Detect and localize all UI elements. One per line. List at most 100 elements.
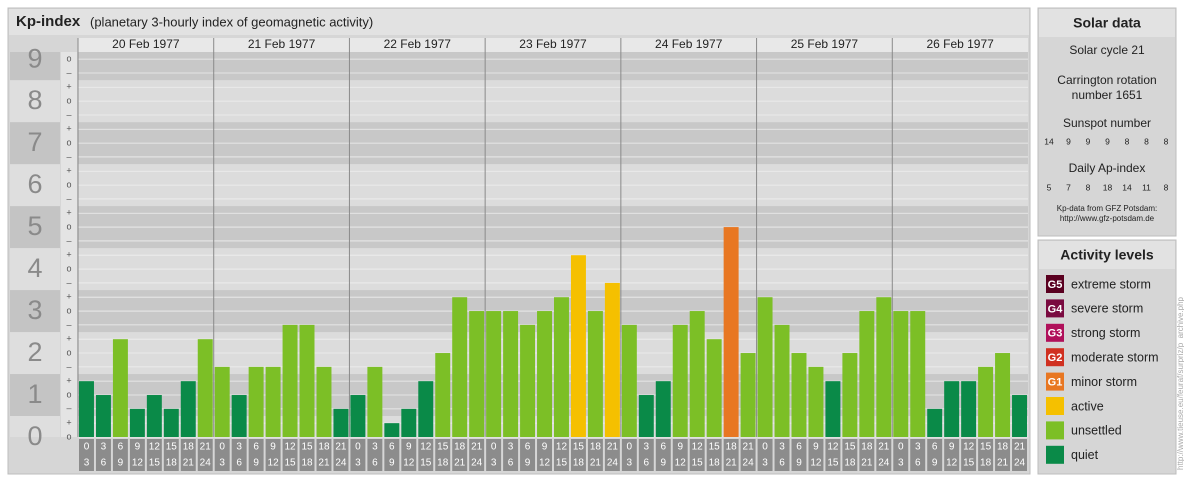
hour-box <box>961 439 977 471</box>
hour-label: 9 <box>406 442 412 453</box>
y-tick-label: 9 <box>27 43 42 73</box>
y-tick-label: 1 <box>27 379 42 409</box>
bar <box>350 395 366 437</box>
bar <box>520 324 536 437</box>
hour-box <box>554 439 569 471</box>
bar <box>774 324 790 437</box>
hour-box <box>1012 439 1027 471</box>
hour-label: 24 <box>335 458 347 469</box>
y-tick-label: 2 <box>27 337 42 367</box>
day-header <box>485 38 621 52</box>
bar <box>554 297 569 437</box>
bar <box>825 381 841 437</box>
bar <box>401 408 417 437</box>
bar <box>808 366 824 437</box>
hour-label: 3 <box>236 442 242 453</box>
kp-band <box>78 52 1028 81</box>
bar <box>995 353 1011 437</box>
bar <box>791 353 807 437</box>
hour-label: 6 <box>389 442 395 453</box>
hour-label: 24 <box>607 458 619 469</box>
hour-box <box>876 439 892 471</box>
hour-label: 9 <box>542 442 548 453</box>
hour-label: 18 <box>454 442 466 453</box>
hour-label: 3 <box>644 442 650 453</box>
hour-box <box>520 439 536 471</box>
bar <box>1012 395 1027 437</box>
hour-box <box>621 439 637 471</box>
y-tick-label: 3 <box>27 295 42 325</box>
kp-band-label <box>10 52 60 81</box>
sunspot-value: 8 <box>1125 136 1130 146</box>
hour-label: 21 <box>471 442 483 453</box>
hour-box <box>112 439 128 471</box>
bar <box>978 366 994 437</box>
hour-label: 18 <box>844 458 856 469</box>
hour-label: 6 <box>779 458 785 469</box>
minor-tick-label: + <box>66 124 71 134</box>
hour-label: 15 <box>963 458 975 469</box>
hour-box <box>486 439 502 471</box>
hour-box <box>79 439 94 471</box>
bar <box>621 324 637 437</box>
hour-label: 15 <box>166 442 178 453</box>
y-tick-label: 0 <box>27 421 42 451</box>
levels-title: Activity levels <box>1060 247 1154 263</box>
minor-tick-label: o <box>66 389 71 399</box>
ap-value: 18 <box>1103 182 1113 192</box>
sunspot-value: 8 <box>1164 136 1169 146</box>
hour-label: 3 <box>898 458 904 469</box>
kp-band-label <box>10 206 60 249</box>
hour-label: 18 <box>997 442 1009 453</box>
bar <box>418 381 434 437</box>
day-label: 25 Feb 1977 <box>791 37 859 51</box>
hour-label: 21 <box>335 442 347 453</box>
level-swatch <box>1046 275 1064 293</box>
hour-label: 12 <box>132 458 144 469</box>
hour-label: 12 <box>149 442 161 453</box>
hour-label: 21 <box>878 442 890 453</box>
hour-label: 6 <box>644 458 650 469</box>
kp-band-label <box>10 80 60 123</box>
bar <box>486 311 502 437</box>
hour-label: 0 <box>762 442 768 453</box>
ap-value: 7 <box>1066 182 1071 192</box>
minor-tick-label: + <box>66 376 71 386</box>
hour-label: 15 <box>692 458 704 469</box>
hour-label: 12 <box>268 458 280 469</box>
day-label: 20 Feb 1977 <box>112 37 180 51</box>
bar <box>452 297 468 437</box>
hour-label: 21 <box>200 442 212 453</box>
hour-label: 3 <box>101 442 107 453</box>
hour-box <box>638 439 654 471</box>
hour-box <box>163 439 179 471</box>
hour-box <box>469 439 485 471</box>
hour-box <box>978 439 994 471</box>
level-swatch <box>1046 421 1064 440</box>
day-label: 22 Feb 1977 <box>384 37 452 51</box>
bar <box>146 395 162 437</box>
hour-label: 18 <box>590 442 602 453</box>
minor-tick-label: o <box>66 431 71 441</box>
hour-label: 6 <box>796 442 802 453</box>
hour-box <box>910 439 926 471</box>
hour-label: 6 <box>101 458 107 469</box>
hour-box <box>350 439 366 471</box>
hour-box <box>384 439 400 471</box>
bar <box>740 353 756 437</box>
hour-box <box>842 439 858 471</box>
bar <box>214 366 230 437</box>
day-label: 26 Feb 1977 <box>926 37 994 51</box>
bar <box>265 366 281 437</box>
hour-label: 0 <box>898 442 904 453</box>
hour-box <box>248 439 264 471</box>
day-label: 21 Feb 1977 <box>248 37 316 51</box>
hour-label: 12 <box>963 442 975 453</box>
minor-tick-label: o <box>66 305 71 315</box>
minor-column <box>61 52 77 437</box>
bar <box>604 282 620 437</box>
hour-label: 3 <box>372 442 378 453</box>
hour-box <box>825 439 841 471</box>
kp-band-label <box>10 290 60 333</box>
kp-band-label <box>10 416 60 437</box>
